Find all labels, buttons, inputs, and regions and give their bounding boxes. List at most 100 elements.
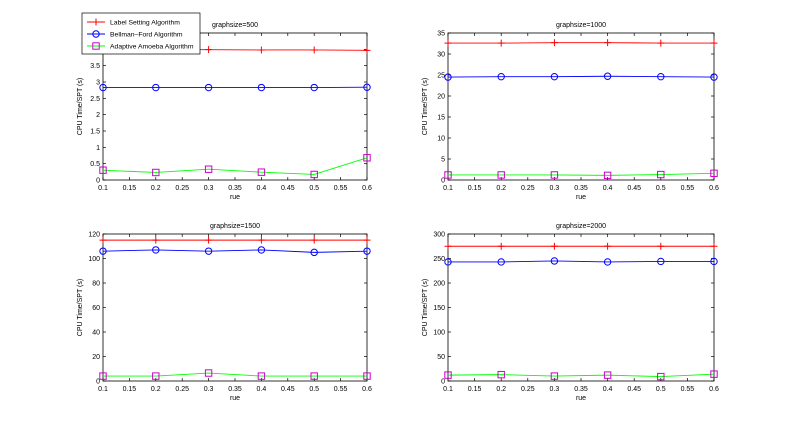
series-2 bbox=[99, 246, 371, 257]
x-tick-label: 0.5 bbox=[656, 386, 666, 393]
x-tick-label: 0.55 bbox=[334, 185, 348, 192]
series-line bbox=[447, 373, 715, 378]
data-point bbox=[310, 372, 318, 380]
data-point bbox=[444, 242, 452, 250]
x-tick-label: 0.45 bbox=[281, 185, 295, 192]
data-point bbox=[363, 236, 371, 244]
data-point bbox=[310, 248, 318, 257]
y-tick-label: 20 bbox=[92, 354, 100, 361]
data-point bbox=[710, 257, 718, 266]
data-point bbox=[710, 73, 718, 81]
series-line bbox=[103, 372, 367, 377]
data-point bbox=[603, 258, 612, 266]
data-point bbox=[603, 72, 612, 80]
chart-panel-1: 0.1 0.15 0.2 0.25 0.3 0.35 0.4 0.45 0.5 0.55 0.6 0 0… bbox=[77, 22, 372, 201]
data-point bbox=[444, 258, 452, 266]
plot-area bbox=[102, 32, 368, 181]
x-tick-label: 0.4 bbox=[257, 185, 267, 192]
x-tick-label: 0.4 bbox=[603, 185, 613, 192]
data-point bbox=[257, 46, 265, 54]
x-tick-label: 0.1 bbox=[98, 386, 108, 393]
series-2 bbox=[444, 72, 718, 81]
y-tick-label: 30 bbox=[437, 52, 445, 59]
x-tick-label: 0.25 bbox=[175, 386, 189, 393]
series-line bbox=[448, 260, 714, 263]
data-point bbox=[710, 169, 718, 177]
legend-marker bbox=[92, 30, 100, 38]
x-tick-label: 0.25 bbox=[175, 185, 189, 192]
x-tick-label: 0.45 bbox=[281, 386, 295, 393]
chart-title: graphsize=500 bbox=[212, 22, 258, 29]
series-3 bbox=[99, 369, 371, 380]
x-axis-label: rue bbox=[230, 395, 240, 402]
x-tick-label: 0.4 bbox=[257, 386, 267, 393]
data-point bbox=[497, 39, 505, 47]
x-tick-label: 0.25 bbox=[521, 386, 535, 393]
x-tick-label: 0.1 bbox=[443, 386, 453, 393]
y-tick-label: 15 bbox=[437, 115, 445, 122]
data-point bbox=[657, 257, 665, 266]
legend-label: Bellman–Ford Algorithm bbox=[110, 32, 183, 39]
chart-panel-2: 0.1 0.15 0.2 0.25 0.3 0.35 0.4 0.45 0.5 0.55 0.6 0 5… bbox=[422, 22, 719, 201]
x-tick-label: 0.15 bbox=[468, 185, 482, 192]
data-point bbox=[497, 258, 505, 266]
data-point bbox=[310, 83, 318, 92]
data-point bbox=[710, 39, 718, 47]
data-point bbox=[657, 39, 665, 47]
x-tick-label: 0.1 bbox=[98, 185, 108, 192]
plot-area bbox=[447, 233, 715, 382]
y-tick-label: 0 bbox=[96, 379, 100, 386]
plot-area bbox=[447, 32, 715, 181]
y-tick-label: 40 bbox=[92, 330, 100, 337]
legend-entry: Adaptive Amoeba Algorithm bbox=[87, 42, 194, 51]
x-tick-label: 0.35 bbox=[574, 185, 588, 192]
chart-title: graphsize=1000 bbox=[556, 22, 606, 29]
x-tick-label: 0.55 bbox=[681, 386, 695, 393]
x-tick-label: 0.5 bbox=[309, 386, 319, 393]
data-point bbox=[603, 371, 612, 379]
series-2 bbox=[99, 83, 371, 92]
data-point bbox=[550, 242, 558, 250]
data-point bbox=[99, 372, 107, 380]
x-tick-label: 0.6 bbox=[709, 386, 719, 393]
data-point bbox=[99, 83, 107, 92]
data-point bbox=[257, 236, 265, 244]
series-line bbox=[447, 75, 715, 78]
x-tick-label: 0.15 bbox=[123, 185, 137, 192]
data-point bbox=[204, 83, 213, 92]
x-tick-label: 0.6 bbox=[362, 386, 372, 393]
chart-panel-4: 0.1 0.15 0.2 0.25 0.3 0.35 0.4 0.45 0.5 0.55 0.6 0 5… bbox=[422, 223, 719, 402]
data-point bbox=[99, 166, 107, 174]
data-point bbox=[152, 372, 160, 380]
y-tick-label: 120 bbox=[88, 232, 100, 239]
y-tick-label: 0 bbox=[96, 178, 100, 185]
data-point bbox=[444, 171, 452, 179]
x-tick-label: 0.6 bbox=[362, 185, 372, 192]
x-tick-label: 0.25 bbox=[521, 185, 535, 192]
chart-panel-3: 0.1 0.15 0.2 0.25 0.3 0.35 0.4 0.45 0.5 0.55 0.6 0 2… bbox=[77, 223, 372, 402]
y-axis-label: CPU Time/SPT (s) bbox=[77, 78, 84, 135]
data-point bbox=[604, 242, 612, 250]
data-point bbox=[710, 242, 718, 250]
x-tick-label: 0.3 bbox=[204, 185, 214, 192]
data-point bbox=[550, 39, 558, 47]
x-tick-label: 0.5 bbox=[656, 185, 666, 192]
y-tick-label: 5 bbox=[441, 157, 445, 164]
x-tick-label: 0.2 bbox=[496, 386, 506, 393]
x-tick-label: 0.55 bbox=[334, 386, 348, 393]
y-tick-label: 10 bbox=[437, 136, 445, 143]
data-point bbox=[152, 83, 160, 92]
data-point bbox=[310, 170, 318, 179]
data-point bbox=[444, 39, 452, 47]
y-tick-label: 3.5 bbox=[90, 63, 100, 70]
y-tick-label: 2.5 bbox=[90, 96, 100, 103]
series-1 bbox=[444, 242, 718, 250]
x-tick-label: 0.2 bbox=[151, 185, 161, 192]
y-tick-label: 100 bbox=[88, 256, 100, 263]
data-point bbox=[497, 171, 505, 179]
data-point bbox=[497, 242, 505, 250]
data-point bbox=[204, 165, 213, 173]
series-line bbox=[102, 157, 368, 175]
data-point bbox=[657, 242, 665, 250]
